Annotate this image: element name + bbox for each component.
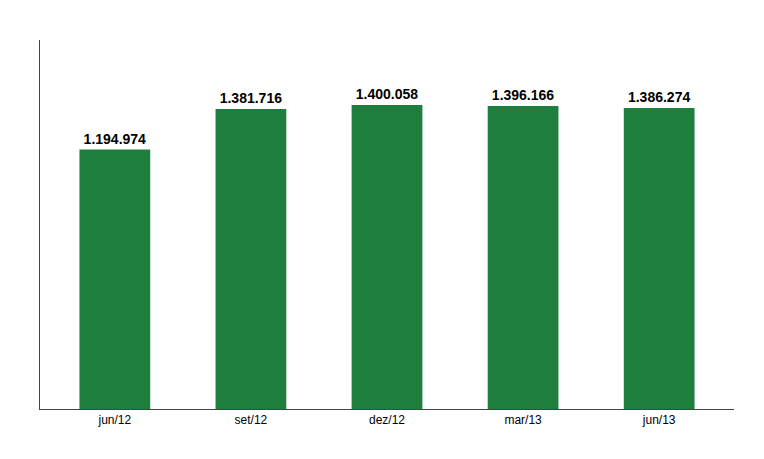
svg-text:dez/12: dez/12	[369, 413, 405, 427]
svg-text:1.381.716: 1.381.716	[220, 90, 282, 106]
svg-text:1.400.058: 1.400.058	[356, 86, 418, 102]
svg-text:mar/13: mar/13	[504, 413, 542, 427]
svg-text:1.194.974: 1.194.974	[84, 131, 146, 147]
svg-text:jun/13: jun/13	[642, 413, 676, 427]
svg-text:set/12: set/12	[235, 413, 268, 427]
svg-text:1.396.166: 1.396.166	[492, 87, 554, 103]
svg-text:jun/12: jun/12	[97, 413, 131, 427]
svg-text:1.386.274: 1.386.274	[628, 89, 690, 105]
